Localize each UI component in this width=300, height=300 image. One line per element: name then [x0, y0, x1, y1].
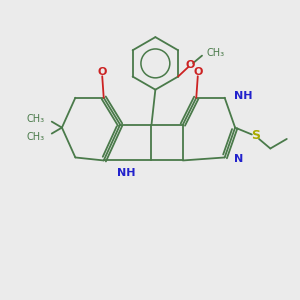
Text: NH: NH	[117, 168, 135, 178]
Text: S: S	[251, 130, 260, 142]
Text: O: O	[193, 68, 203, 77]
Text: NH: NH	[234, 91, 252, 101]
Text: N: N	[234, 154, 243, 164]
Text: O: O	[98, 68, 107, 77]
Text: CH₃: CH₃	[27, 132, 45, 142]
Text: CH₃: CH₃	[206, 48, 224, 58]
Text: CH₃: CH₃	[27, 114, 45, 124]
Text: O: O	[186, 60, 195, 70]
